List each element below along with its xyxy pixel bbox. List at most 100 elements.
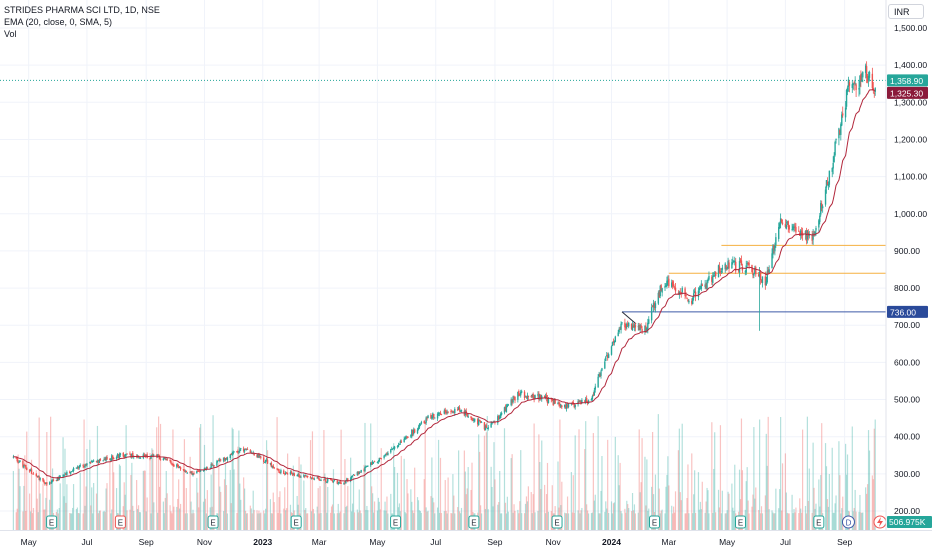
volume-bar [713,468,715,530]
candle-body [284,473,286,475]
candle-body [326,481,328,483]
volume-bar [752,494,754,530]
volume-bar [205,513,207,530]
candle-body [170,461,172,464]
candle-body [800,231,803,234]
candle-body [359,471,361,473]
earnings-marker[interactable]: E [551,515,563,529]
candle-body [565,404,568,409]
candle-body [819,215,821,222]
candle-body [477,419,479,425]
candle-body [512,396,514,403]
candle-body [679,291,682,293]
volume-bar [112,460,114,530]
candle-body [806,230,809,240]
currency-button[interactable]: INR [888,4,924,19]
volume-bar [303,480,305,530]
volume-bar [540,489,542,530]
volume-bar [862,512,864,530]
candle-body [518,390,520,395]
candle-body [97,460,100,463]
candle-body [177,464,179,467]
candle-body [72,468,75,471]
volume-bar [766,465,768,530]
earnings-marker[interactable]: E [390,515,402,529]
candle-body [130,454,132,457]
earnings-marker[interactable]: E [207,515,219,529]
volume-bar [345,506,347,530]
candle-body [474,419,476,421]
earnings-marker-box [734,515,746,529]
time-axis: May Jul Sep Nov 2023 Mar May Jul Sep Nov 2024 Mar Ma… [0,530,932,550]
candle-body [46,482,48,485]
volume-bar [78,513,80,530]
candle-body [724,263,726,270]
volume-bar [85,486,87,530]
volume-bar [458,450,460,530]
earnings-marker[interactable]: E [114,515,126,529]
dividend-marker[interactable]: D [841,515,855,529]
volume-bar [546,462,549,530]
earnings-marker[interactable]: E [813,515,825,529]
volume-bar [286,508,288,530]
candle-body [667,280,669,282]
candle-body [178,467,181,469]
candle-body [601,368,603,371]
volume-bar [340,429,342,530]
candle-body [867,75,870,81]
candle-body [619,328,621,330]
volume-bar [416,497,419,530]
volume-bar [694,470,696,530]
volume-bar [738,469,741,530]
candle-body [507,404,510,406]
candle-body [487,427,489,429]
candle-body [768,269,770,273]
candle-body [445,411,447,413]
candle-body [861,79,863,82]
volume-bar [820,475,822,530]
candle-body [339,481,341,483]
volume-bar [36,498,38,530]
ema-indicator-label[interactable]: EMA (20, close, 0, SMA, 5) [4,17,113,27]
earnings-marker[interactable]: E [468,515,480,529]
volume-bar [677,450,679,530]
candle-body [210,463,212,468]
candle-body [510,399,512,406]
candle-body [52,479,55,481]
volume-bar [740,418,743,530]
earnings-marker[interactable]: E [46,515,58,529]
volume-bar [386,496,388,530]
volume-bar [784,453,787,530]
volume-bar [802,429,804,530]
earnings-marker[interactable]: E [290,515,302,529]
chart-legend: STRIDES PHARMA SCI LTD, 1D, NSE EMA (20,… [4,4,160,40]
symbol-title[interactable]: STRIDES PHARMA SCI LTD, 1D, NSE [4,5,160,15]
volume-indicator-label[interactable]: Vol [4,29,17,39]
candle-body [96,460,99,462]
candle-body [606,355,609,358]
volume-bar [728,493,730,530]
volume-bar [657,414,659,530]
volume-bar [450,513,452,530]
event-marker-label: E [210,519,215,528]
volume-bar [567,513,570,530]
volume-bar [652,494,655,530]
earnings-marker[interactable]: E [649,515,661,529]
candle-body [705,284,707,289]
candle-body [741,266,744,271]
candle-body [848,82,851,86]
candle-body [124,454,126,458]
volume-bar [701,481,703,530]
candle-body [218,460,220,462]
volume-bar [606,508,608,530]
time-tick-label: 2024 [602,537,621,547]
candle-body [238,451,240,453]
earnings-marker[interactable]: E [734,515,746,529]
candle-body [805,230,808,241]
event-marker-label: E [652,519,657,528]
candle-body [319,479,321,481]
candle-body [554,398,556,404]
candle-body [386,453,388,455]
volume-bar [457,507,459,530]
